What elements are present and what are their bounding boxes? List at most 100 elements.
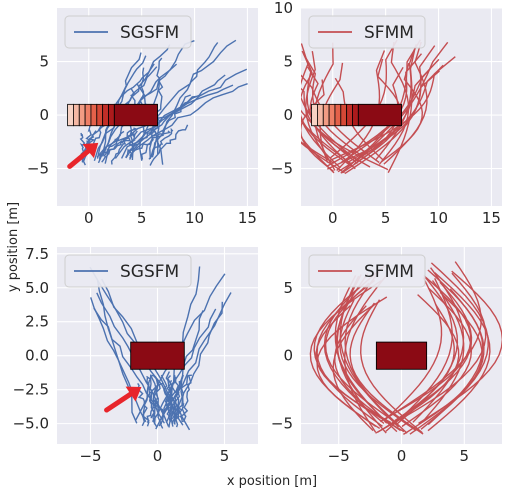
arrow-head (125, 386, 142, 402)
trajectory-line (301, 95, 359, 162)
trajectory-line (101, 44, 171, 157)
trajectory-line (305, 50, 331, 162)
y-tick-label: 0 (283, 347, 293, 365)
trajectory-line (125, 127, 157, 158)
trajectory-line (173, 374, 180, 420)
y-tick-label: −5.0 (13, 415, 49, 433)
trajectory-line (149, 57, 163, 160)
legend-box (64, 254, 192, 288)
legend-label: SFMM (364, 23, 414, 43)
obstacle-trail (73, 103, 80, 127)
y-tick-label: −5 (271, 415, 293, 433)
trajectory-line (329, 39, 398, 159)
direction-arrow (67, 142, 99, 169)
y-tick-label: 10 (274, 0, 293, 17)
x-tick-label: 0 (397, 447, 407, 465)
arrow-head (82, 142, 99, 159)
trajectory-line (148, 127, 174, 160)
chart-panel-4: −5 0 5 −5 0 5 SFMM (271, 247, 502, 465)
obstacle-trail (96, 103, 104, 127)
trajectory-line (171, 301, 223, 424)
y-tick-label: 5 (283, 279, 293, 297)
trajectory-line (309, 280, 382, 427)
y-tick-label: −2.5 (13, 381, 49, 399)
trajectory-line (423, 280, 465, 421)
legend-box (308, 254, 426, 288)
trajectory-line (146, 376, 159, 427)
x-tick-label: −5 (79, 447, 101, 465)
trajectory-line (301, 79, 334, 172)
trajectory-line (409, 288, 485, 435)
legend-box (308, 15, 426, 49)
legend-label: SGSFM (120, 262, 179, 282)
obstacle-trail (90, 103, 98, 127)
y-axis-label: y position [m] (6, 202, 21, 292)
trajectory-line (301, 120, 353, 165)
plot-content (301, 39, 456, 175)
obstacle-trail (328, 103, 336, 127)
arrow-shaft (104, 391, 134, 413)
trajectory-line (152, 375, 164, 429)
obstacle-trail (311, 103, 318, 127)
obstacle-trail (317, 103, 324, 127)
legend: SGSFM (64, 15, 192, 49)
trajectory-line (344, 45, 436, 175)
x-tick-label: 5 (137, 209, 147, 227)
chart-panel-1: 0 5 10 15 −5 0 5 SGSFM (27, 8, 258, 227)
trajectory-line (385, 278, 453, 432)
trajectory-line (379, 274, 472, 423)
trajectory-line (96, 280, 138, 424)
y-tick-label: −5 (271, 160, 293, 178)
obstacle-trail (334, 103, 342, 127)
y-tick-label: 5.0 (25, 279, 49, 297)
trajectory-line (359, 299, 423, 434)
trajectory-line (343, 273, 389, 433)
trajectory-line (141, 374, 152, 427)
obstacle (113, 103, 158, 127)
y-tick-label: 0 (283, 106, 293, 124)
legend: SGSFM (64, 254, 192, 288)
trajectory-line (149, 124, 189, 166)
y-tick-label: 0.0 (25, 347, 49, 365)
trajectory-line (384, 261, 482, 420)
trajectory-line (150, 94, 192, 158)
trajectory-line (301, 109, 358, 164)
trajectory-line (381, 62, 424, 163)
trajectory-line (120, 74, 226, 159)
trajectory-line (182, 374, 192, 423)
obstacle (130, 341, 185, 370)
legend-label: SGSFM (120, 23, 179, 43)
trajectory-line (375, 272, 487, 434)
chart-panel-2: 0 5 10 15 −5 0 5 10 SFMM (271, 0, 502, 227)
obstacle-trail (352, 103, 359, 127)
trajectory-line (301, 54, 353, 168)
y-tick-label: 5 (39, 53, 49, 71)
obstacle-trail (84, 103, 92, 127)
trajectory-line (357, 41, 449, 160)
trajectory-line (104, 40, 195, 164)
obstacle-trail (322, 103, 330, 127)
trajectory-line (81, 63, 155, 156)
trajectory-line (383, 277, 443, 422)
obstacle-trail (102, 103, 109, 127)
plot-content (89, 266, 232, 431)
legend-label: SFMM (364, 262, 414, 282)
trajectory-line (96, 84, 234, 158)
trajectory-line (401, 287, 473, 428)
x-tick-label: 10 (185, 209, 204, 227)
trajectory-line (347, 64, 444, 163)
direction-arrow (104, 386, 142, 413)
x-tick-label: 15 (238, 209, 257, 227)
x-tick-label: 10 (429, 209, 448, 227)
x-tick-label: 5 (460, 447, 470, 465)
trajectory-line (151, 308, 217, 423)
x-tick-label: 0 (328, 209, 338, 227)
trajectory-line (301, 50, 356, 170)
trajectory-line (337, 67, 432, 173)
plot-content (309, 261, 502, 435)
trajectory-line (110, 128, 136, 165)
trajectory-line (301, 135, 335, 174)
x-tick-label: 5 (381, 209, 391, 227)
trajectory-line (427, 272, 491, 432)
trajectory-line (378, 42, 410, 165)
